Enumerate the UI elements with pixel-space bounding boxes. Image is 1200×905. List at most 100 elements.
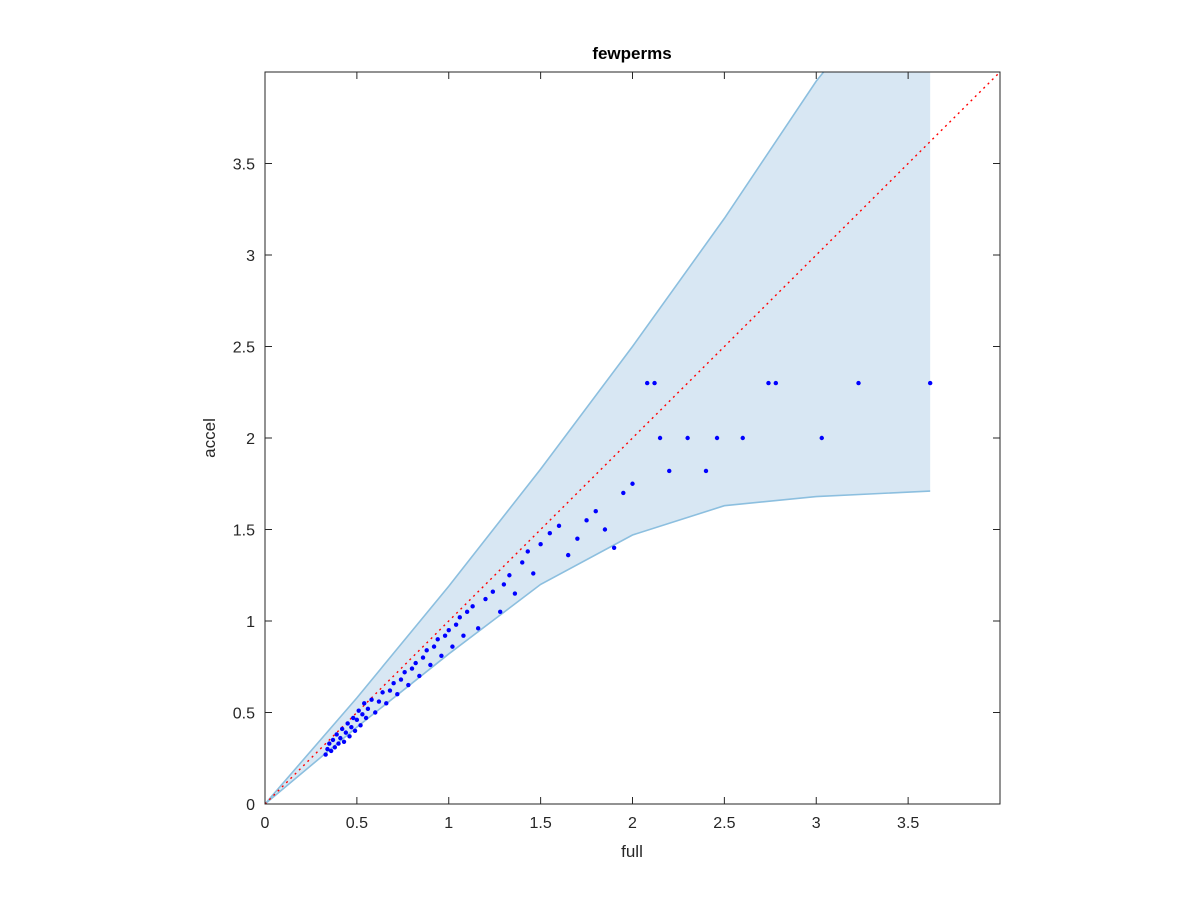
band-upper-edge	[265, 72, 825, 804]
data-point-83	[819, 435, 824, 441]
data-point-28	[384, 701, 389, 706]
y-tick-label-5: 2.5	[233, 340, 255, 357]
x-tick-label-1: 0.5	[346, 815, 368, 832]
data-point-72	[630, 481, 635, 486]
data-point-41	[431, 644, 437, 649]
data-point-74	[652, 380, 657, 386]
y-tick-label-3: 1.5	[233, 523, 255, 540]
data-point-70	[611, 545, 617, 550]
data-point-39	[424, 648, 429, 653]
data-point-6	[334, 732, 339, 737]
data-point-85	[927, 380, 933, 386]
data-point-78	[703, 468, 709, 474]
x-tick-label-7: 3.5	[897, 815, 919, 832]
y-tick-label-2: 1	[246, 614, 255, 631]
x-tick-label-6: 3	[812, 815, 821, 832]
data-point-46	[450, 644, 455, 649]
y-tick-label-6: 3	[246, 248, 255, 265]
data-point-59	[520, 560, 525, 565]
data-point-53	[483, 596, 488, 602]
x-tick-label-2: 1	[444, 815, 453, 832]
data-point-56	[501, 582, 507, 587]
data-point-36	[413, 660, 418, 666]
data-point-62	[538, 541, 543, 547]
data-point-47	[453, 622, 459, 627]
x-tick-label-0: 0	[261, 815, 270, 832]
band-lower-edge	[265, 490, 931, 804]
data-point-7	[336, 741, 341, 746]
data-point-57	[507, 573, 512, 578]
data-point-80	[740, 435, 745, 441]
data-point-67	[584, 518, 589, 523]
data-point-29	[387, 688, 393, 693]
data-point-1	[325, 746, 330, 752]
data-point-64	[556, 523, 562, 529]
data-point-0	[323, 752, 328, 757]
data-point-10	[341, 739, 347, 744]
data-point-58	[512, 591, 518, 596]
data-point-38	[420, 655, 426, 660]
data-point-75	[657, 435, 663, 441]
data-point-69	[602, 527, 608, 532]
data-point-37	[417, 673, 422, 679]
data-point-23	[365, 706, 371, 712]
data-point-18	[356, 708, 361, 713]
data-point-66	[575, 536, 580, 541]
data-point-8	[338, 735, 343, 741]
x-axis-label: full	[621, 842, 643, 861]
data-point-76	[667, 468, 672, 474]
data-point-51	[470, 604, 475, 609]
data-point-24	[369, 697, 374, 702]
data-point-35	[409, 666, 415, 671]
data-point-3	[328, 748, 334, 754]
data-point-77	[685, 435, 690, 441]
x-tick-label-4: 2	[628, 815, 637, 832]
x-tick-label-3: 1.5	[530, 815, 552, 832]
data-points	[323, 380, 933, 757]
data-point-16	[352, 728, 358, 733]
y-tick-label-0: 0	[246, 797, 255, 814]
data-point-9	[339, 726, 345, 732]
data-point-2	[327, 741, 332, 746]
data-point-17	[354, 717, 360, 723]
data-point-79	[714, 435, 720, 441]
data-point-48	[457, 615, 462, 620]
x-tick-label-5: 2.5	[713, 815, 735, 832]
data-point-19	[358, 723, 363, 728]
data-point-12	[345, 721, 350, 726]
reference-line	[265, 72, 1000, 804]
data-point-55	[498, 609, 503, 615]
data-point-49	[461, 633, 466, 638]
data-point-4	[330, 737, 336, 743]
data-point-65	[565, 552, 571, 558]
data-point-45	[446, 627, 451, 633]
data-point-33	[402, 670, 407, 675]
axis-ticks: 0 0.5 1 1.5 2 2.5 3 3.5 0 0.5 1 1.5 2 2.5 3 3.5	[233, 72, 1000, 832]
data-point-60	[525, 549, 530, 554]
data-point-20	[360, 712, 365, 717]
data-point-15	[351, 715, 356, 721]
data-point-68	[593, 509, 598, 514]
data-point-34	[406, 682, 411, 688]
data-point-84	[856, 380, 861, 386]
data-point-40	[428, 662, 433, 668]
y-axis-label: accel	[200, 418, 219, 458]
y-tick-label-4: 2	[246, 431, 255, 448]
data-point-26	[376, 699, 382, 704]
data-point-5	[332, 745, 338, 750]
y-tick-label-1: 0.5	[233, 706, 255, 723]
data-point-14	[349, 724, 354, 730]
data-point-61	[531, 571, 536, 576]
data-point-11	[343, 730, 349, 735]
data-point-42	[435, 637, 440, 642]
reference-line-layer	[265, 72, 1000, 804]
data-point-22	[363, 715, 369, 721]
data-point-52	[475, 626, 481, 631]
data-point-32	[398, 677, 404, 682]
data-point-44	[442, 633, 448, 638]
data-point-13	[347, 734, 352, 739]
data-point-25	[373, 710, 378, 715]
data-point-81	[766, 380, 771, 386]
